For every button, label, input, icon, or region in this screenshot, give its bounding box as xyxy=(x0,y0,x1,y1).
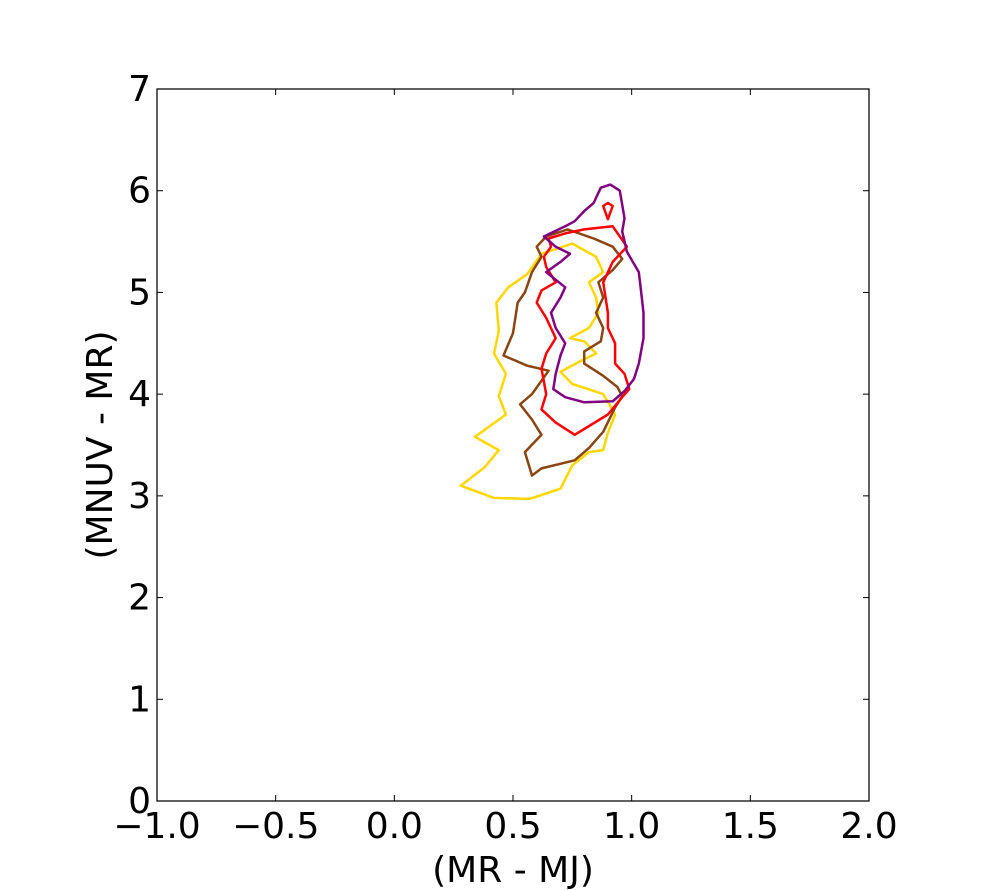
axis-tick-labels: −1.0 −0.5 0.0 0.5 1.0 1.5 2.0 0 1 2 3 4 5 6 7 xyxy=(113,69,897,847)
x-tick-label: 0.5 xyxy=(484,806,541,847)
y-tick-label: 0 xyxy=(128,781,151,822)
plot-area xyxy=(156,88,870,802)
contour-layer xyxy=(459,183,645,501)
y-tick-label: 7 xyxy=(128,69,151,110)
contour-line-1 xyxy=(459,242,617,501)
y-tick-label: 2 xyxy=(128,578,151,619)
x-tick-label: 1.5 xyxy=(722,806,779,847)
y-tick-label: 4 xyxy=(128,374,151,415)
contour-line-3 xyxy=(535,225,631,437)
x-tick-label: 0.0 xyxy=(366,806,423,847)
axis-ticks xyxy=(156,88,870,802)
y-tick-label: 5 xyxy=(128,272,151,313)
y-tick-label: 6 xyxy=(128,171,151,212)
x-tick-label: 2.0 xyxy=(840,806,897,847)
x-tick-label: −1.0 xyxy=(113,806,200,847)
y-axis-label: (MNUV - MR) xyxy=(80,330,121,559)
contour-line-5 xyxy=(542,183,645,404)
x-tick-label: −0.5 xyxy=(232,806,319,847)
x-tick-label: 1.0 xyxy=(603,806,660,847)
y-tick-label: 3 xyxy=(128,476,151,517)
y-tick-label: 1 xyxy=(128,679,151,720)
x-axis-label: (MR - MJ) xyxy=(432,850,594,890)
contour-line-4 xyxy=(601,201,614,221)
